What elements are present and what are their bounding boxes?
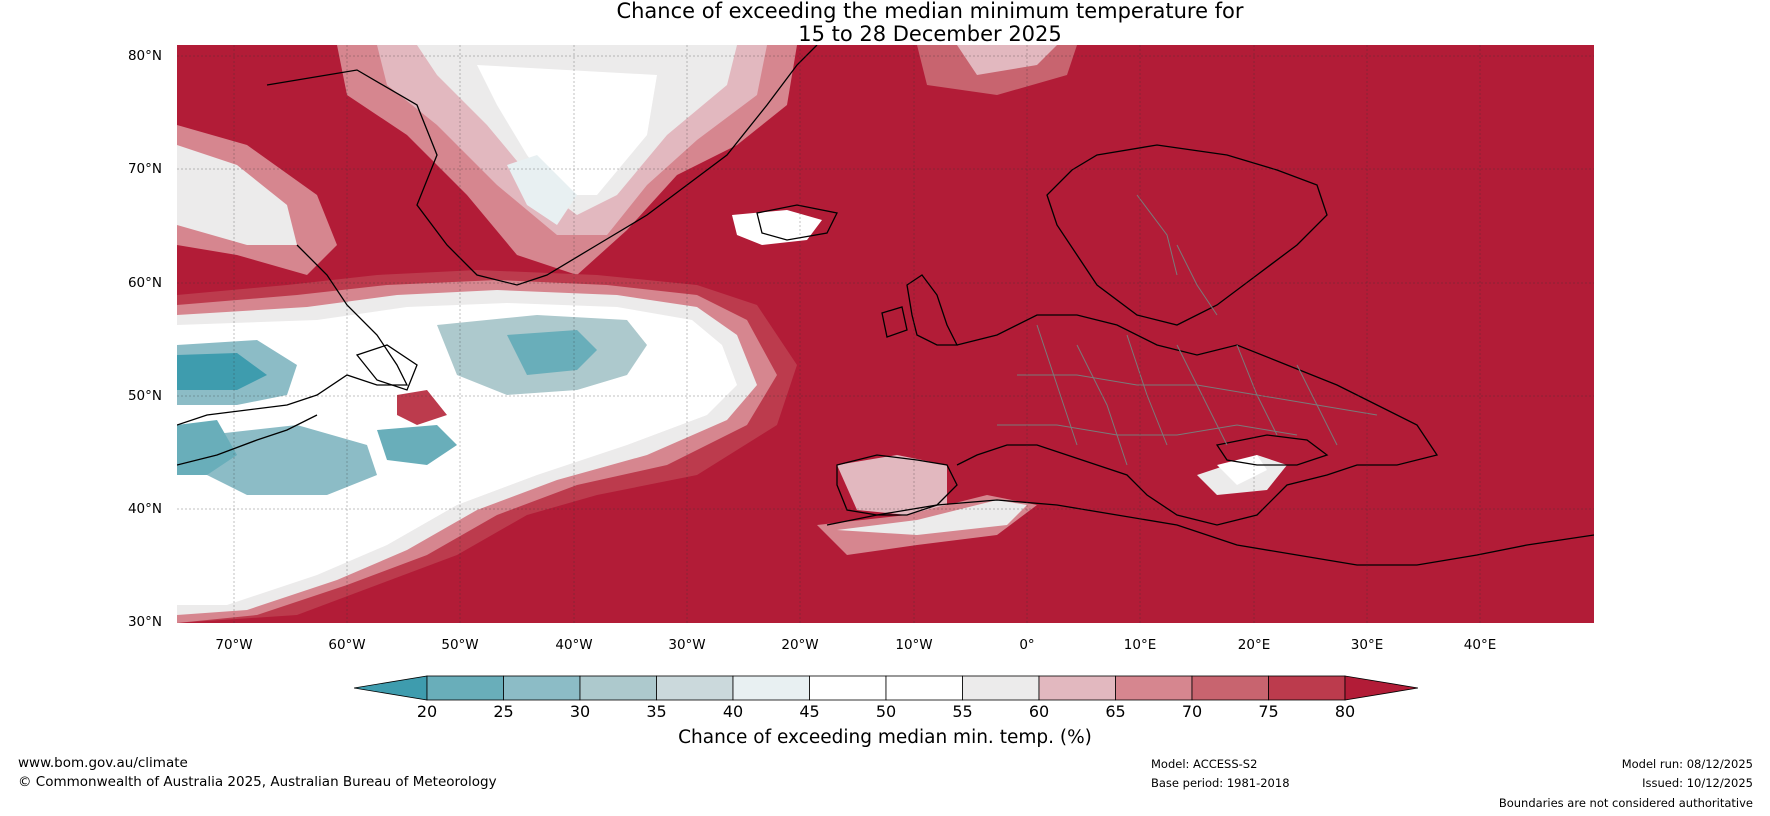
lat-label-80n: 80°N xyxy=(127,48,162,64)
atlantic-probability-field xyxy=(177,270,797,623)
colorbar-tick: 50 xyxy=(875,702,897,721)
greenland-probability-field xyxy=(337,45,797,275)
colorbar-segment xyxy=(656,675,734,701)
map-title-line-2: 15 to 28 December 2025 xyxy=(798,22,1062,46)
colorbar-segment xyxy=(809,675,887,701)
colorbar-tick: 35 xyxy=(646,702,667,721)
colorbar-segment xyxy=(1115,675,1193,701)
colorbar-tick: 30 xyxy=(569,702,591,721)
iceland-probability-field xyxy=(732,210,822,245)
colorbar-tick: 60 xyxy=(1028,702,1050,721)
lat-label-40n: 40°N xyxy=(127,501,162,517)
colorbar-tick: 25 xyxy=(493,702,514,721)
colorbar-tick: 40 xyxy=(722,702,744,721)
colorbar-segment xyxy=(503,675,581,701)
country-borders xyxy=(997,194,1378,466)
footer-base-period: Base period: 1981-2018 xyxy=(1151,776,1290,790)
colorbar-segment xyxy=(732,675,810,701)
probability-map xyxy=(177,45,1594,623)
lat-label-60n: 60°N xyxy=(127,275,162,291)
colorbar-extend-high xyxy=(1344,675,1418,701)
colorbar-segment xyxy=(579,675,657,701)
colorbar-segment xyxy=(1038,675,1116,701)
colorbar-segment xyxy=(885,675,963,701)
footer-disclaimer: Boundaries are not considered authoritat… xyxy=(1498,796,1753,810)
lon-label-20w: 20°W xyxy=(781,637,819,653)
colorbar-tick: 65 xyxy=(1105,702,1126,721)
colorbar-extend-low xyxy=(354,675,428,701)
lon-label-30w: 30°W xyxy=(668,637,706,653)
footer-issued: Issued: 10/12/2025 xyxy=(1642,776,1753,790)
footer-copyright: © Commonwealth of Australia 2025, Austra… xyxy=(18,774,497,790)
lon-label-40w: 40°W xyxy=(555,637,593,653)
iberia-africa-probability-field xyxy=(817,455,1037,555)
lat-label-70n: 70°N xyxy=(127,161,162,177)
lon-label-70w: 70°W xyxy=(215,637,253,653)
colorbar-segment xyxy=(1268,675,1346,701)
lat-label-50n: 50°N xyxy=(127,388,162,404)
footer-model: Model: ACCESS-S2 xyxy=(1151,757,1258,771)
colorbar xyxy=(354,675,1418,701)
colorbar-segment xyxy=(962,675,1040,701)
colorbar-tick: 55 xyxy=(952,702,973,721)
lat-label-30n: 30°N xyxy=(127,614,162,630)
lon-label-40e: 40°E xyxy=(1463,637,1497,653)
lon-label-10w: 10°W xyxy=(895,637,933,653)
coastlines xyxy=(177,45,1594,566)
colorbar-segment xyxy=(1191,675,1269,701)
lon-label-50w: 50°W xyxy=(441,637,479,653)
lon-label-0: 0° xyxy=(1019,637,1035,653)
baffin-probability-field xyxy=(177,125,337,275)
lon-label-10e: 10°E xyxy=(1123,637,1157,653)
arctic-inner-field xyxy=(957,45,1057,75)
colorbar-tick: 75 xyxy=(1258,702,1279,721)
footer-website: www.bom.gov.au/climate xyxy=(18,755,188,771)
map-title-line-1: Chance of exceeding the median minimum t… xyxy=(616,0,1244,23)
footer-model-run: Model run: 08/12/2025 xyxy=(1621,757,1753,771)
graticule xyxy=(177,45,1594,623)
black-sea-inner-field xyxy=(1217,455,1267,485)
lon-label-20e: 20°E xyxy=(1237,637,1271,653)
lon-label-30e: 30°E xyxy=(1350,637,1384,653)
colorbar-label: Chance of exceeding median min. temp. (%… xyxy=(678,727,1092,748)
colorbar-tick: 80 xyxy=(1334,702,1356,721)
colorbar-tick: 45 xyxy=(799,702,820,721)
lon-label-60w: 60°W xyxy=(328,637,366,653)
colorbar-tick: 20 xyxy=(416,702,438,721)
colorbar-tick: 70 xyxy=(1181,702,1203,721)
colorbar-segment xyxy=(426,675,504,701)
